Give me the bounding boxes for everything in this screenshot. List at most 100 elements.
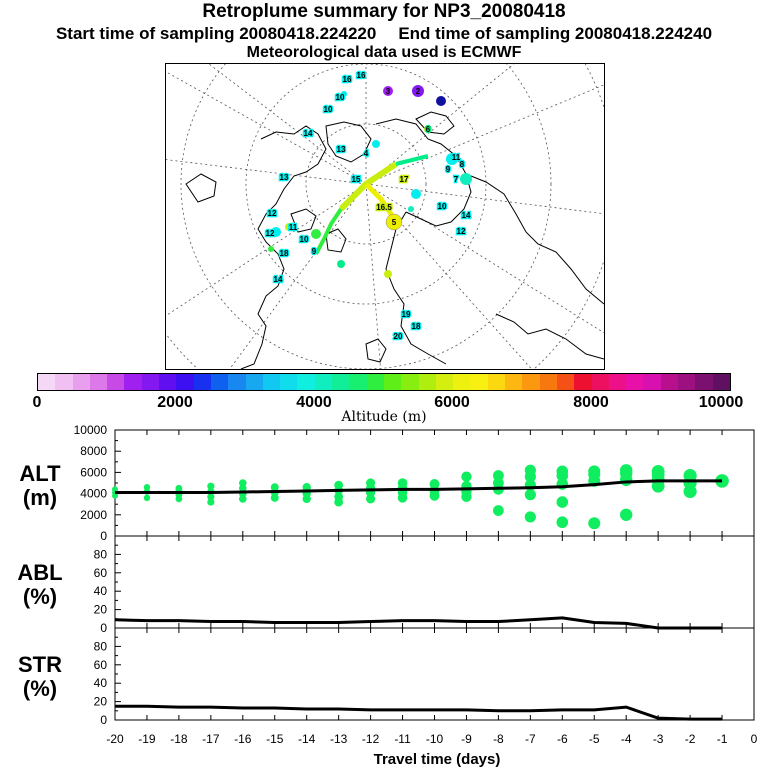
timeseries-plots: 0200040006000800010000ALT(m)020406080ABL… — [17, 423, 757, 768]
alt-scatter-point — [429, 479, 440, 490]
alt-scatter-point — [366, 494, 376, 504]
x-tick-label: -15 — [266, 732, 284, 746]
day-label: 5 — [392, 218, 397, 227]
alt-y-tick-label: 0 — [100, 529, 107, 543]
alt-scatter-point — [143, 484, 151, 491]
colorbar-cell — [314, 374, 333, 390]
alt-scatter-point — [175, 484, 183, 492]
alt-panel-label: ALT — [19, 461, 61, 486]
colorbar-cell — [176, 374, 194, 390]
met-data-text: Meteorological data used is ECMWF — [246, 44, 522, 61]
day-label: 14 — [274, 275, 283, 284]
plume-marker — [412, 85, 424, 97]
meridian-line — [365, 183, 604, 215]
coastline-island — [365, 338, 387, 363]
day-label: 12 — [457, 227, 466, 236]
meridian-line — [208, 64, 367, 185]
colorbar-tick: 8000 — [573, 394, 609, 411]
alt-scatter-point — [239, 479, 247, 487]
latitude-circle-outer — [180, 64, 552, 369]
colorbar-cell — [72, 374, 90, 390]
alt-scatter-point — [207, 493, 215, 501]
alt-y-tick-label: 8000 — [80, 444, 107, 458]
alt-scatter-point — [620, 464, 633, 477]
plume-marker — [384, 270, 392, 278]
plume-marker — [460, 173, 472, 185]
day-label: 14 — [462, 211, 471, 220]
coastline-asia-south — [495, 313, 604, 360]
colorbar-cell — [401, 374, 419, 390]
meridian-line — [365, 183, 382, 369]
day-label: 13 — [280, 173, 289, 182]
str-panel-unit: (%) — [23, 676, 57, 701]
colorbar-tick: 0 — [32, 394, 42, 411]
alt-y-tick-label: 2000 — [80, 508, 107, 522]
colorbar-cell — [712, 374, 730, 390]
plume-marker — [424, 125, 432, 133]
colorbar-tick: 6000 — [434, 394, 470, 411]
alt-scatter-point — [588, 465, 601, 478]
plume-band — [314, 207, 343, 255]
alt-scatter-point — [524, 464, 536, 476]
alt-scatter-point — [334, 492, 344, 502]
day-label: 16.5 — [376, 203, 392, 212]
day-label: 16 — [357, 71, 366, 80]
abl-panel-label: ABL — [17, 560, 62, 585]
latitude-circle-edge — [166, 64, 604, 369]
alt-scatter-point — [461, 471, 472, 482]
colorbar-cell — [522, 374, 540, 390]
meridian-line — [365, 183, 604, 334]
day-label: 10 — [336, 93, 345, 102]
colorbar-cell — [677, 374, 696, 390]
day-label: 7 — [454, 175, 459, 184]
x-tick-label: -4 — [621, 732, 632, 746]
x-tick-label: -6 — [557, 732, 568, 746]
alt-scatter-point — [493, 505, 504, 516]
alt-scatter-point — [493, 470, 504, 481]
alt-scatter-point — [207, 498, 215, 506]
colorbar-cell — [591, 374, 609, 390]
colorbar-cell — [505, 374, 523, 390]
x-tick-label: -7 — [525, 732, 536, 746]
alt-mean-line — [115, 479, 723, 495]
x-tick-label: -16 — [234, 732, 252, 746]
alt-panel-unit: (m) — [23, 485, 57, 510]
colorbar-cell — [228, 374, 246, 390]
alt-scatter-point — [588, 517, 601, 530]
day-label: 19 — [402, 310, 411, 319]
colorbar-cell — [453, 374, 471, 390]
str-y-tick-label: 80 — [94, 639, 108, 653]
day-label: 9 — [446, 165, 451, 174]
meridian-line — [166, 159, 367, 185]
plume-marker — [372, 140, 380, 148]
x-tick-label: -5 — [589, 732, 600, 746]
colorbar-cell — [38, 374, 56, 390]
alt-scatter-point — [524, 511, 536, 523]
plume-marker — [271, 227, 281, 237]
str-y-tick-label: 20 — [94, 695, 108, 709]
colorbar-cell — [107, 374, 125, 390]
colorbar-cell — [349, 374, 367, 390]
plume-marker — [411, 189, 421, 199]
colorbar-cell — [643, 374, 661, 390]
str-mean-line — [115, 704, 723, 721]
colorbar-label: Altitude (m) — [341, 409, 427, 425]
abl-panel-frame — [114, 535, 755, 629]
colorbar-cell — [383, 374, 402, 390]
abl-y-tick-label: 20 — [94, 603, 108, 617]
str-y-tick-label: 0 — [100, 713, 107, 727]
sampling-times: Start time of sampling 20080418.224220 En… — [0, 24, 768, 44]
latitude-circle-mid — [245, 64, 487, 305]
colorbar-cell — [695, 374, 713, 390]
colorbar-cell — [245, 374, 263, 390]
colorbar-cell — [366, 374, 384, 390]
alt-scatter-point — [397, 478, 408, 488]
colorbar-cell — [141, 374, 160, 390]
coastline-asia-east — [465, 173, 604, 305]
coastline-europe — [385, 211, 447, 365]
abl-y-tick-label: 40 — [94, 584, 108, 598]
plume-band — [395, 154, 429, 166]
coastline-island — [325, 228, 347, 253]
x-tick-label: -3 — [653, 732, 664, 746]
day-label: 10 — [300, 235, 309, 244]
